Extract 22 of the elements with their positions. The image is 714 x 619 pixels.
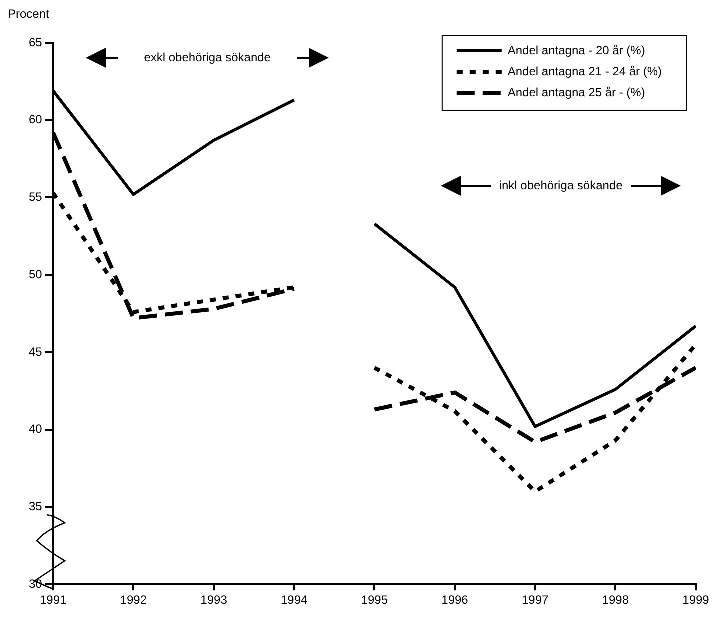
x-tick-label: 1997 [522,593,550,608]
x-tick-label: 1996 [442,593,469,608]
y-tick-label: 40 [28,422,43,436]
x-tick-label: 1998 [602,593,630,608]
x-tick-label: 1995 [361,593,388,608]
y-tick-label: 60 [28,112,43,127]
x-tick-label: 1993 [200,593,228,608]
y-tick-label: 50 [28,267,43,282]
x-tick-label: 1992 [120,593,148,608]
y-tick-label: 65 [28,35,43,50]
annotation: inkl obehöriga sökande [499,178,624,192]
y-tick-label: 55 [28,190,43,204]
y-axis-title: Procent [8,7,50,21]
annotation: exkl obehöriga sökande [144,50,272,64]
y-tick-label: 35 [28,500,43,514]
x-tick-label: 1991 [40,593,68,608]
legend-label: Andel antagna 21 - 24 år (%) [508,64,662,78]
y-tick-label: 45 [28,344,43,359]
legend-label: Andel antagna - 20 år (%) [508,43,646,58]
x-tick-label: 1994 [280,593,308,608]
legend-label: Andel antagna 25 år - (%) [508,85,646,100]
x-tick-label: 1999 [682,593,710,608]
